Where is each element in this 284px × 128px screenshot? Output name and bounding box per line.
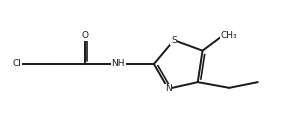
Text: N: N bbox=[165, 84, 172, 93]
Text: NH: NH bbox=[111, 60, 125, 68]
Text: CH₃: CH₃ bbox=[221, 31, 237, 40]
Text: O: O bbox=[81, 31, 88, 40]
Text: S: S bbox=[171, 36, 177, 45]
Text: Cl: Cl bbox=[12, 60, 21, 68]
